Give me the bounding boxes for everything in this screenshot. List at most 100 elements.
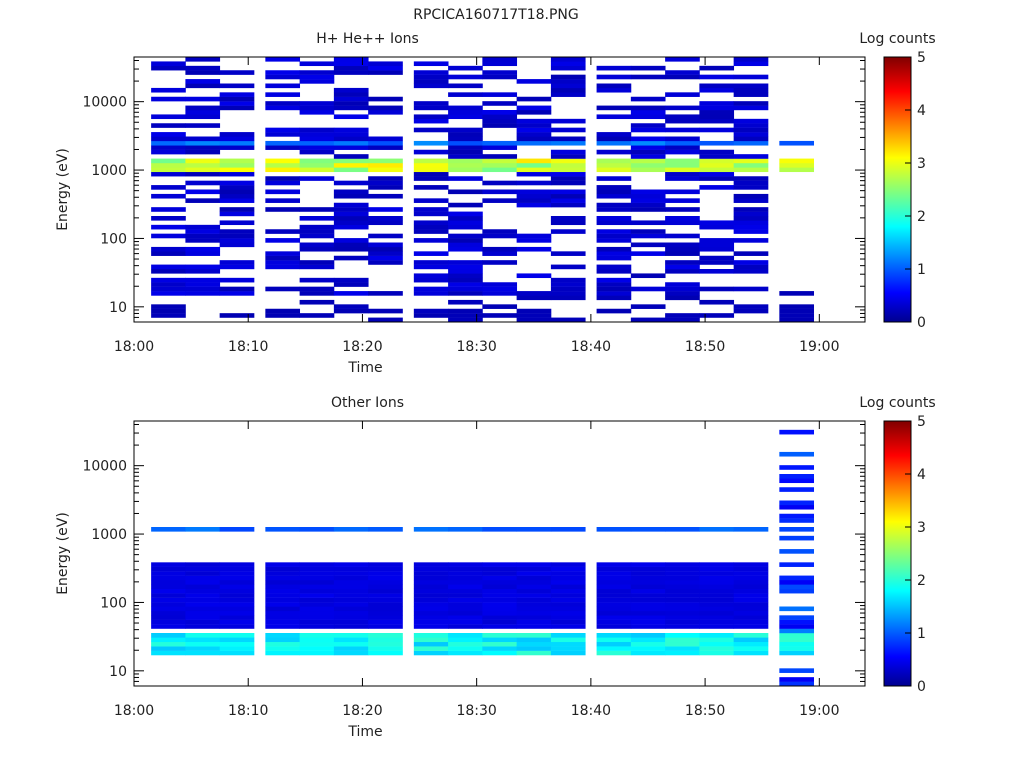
panel-title: Other Ions [331,395,404,411]
heatmap-cell [630,220,666,226]
heatmap-cell [185,238,221,243]
heatmap-cell [413,593,449,598]
panel-title: H+ He++ Ions [316,31,419,47]
heatmap-cell [151,145,186,150]
heatmap-cell [368,136,403,142]
heatmap-cell [448,633,483,638]
heatmap-cell [448,566,483,572]
heatmap-cell [413,264,449,270]
heatmap-cell [699,527,735,532]
heatmap-cell [151,304,186,309]
heatmap-cell [596,87,632,93]
y-axis-label: Energy (eV) [55,148,71,231]
heatmap-cell [779,163,815,168]
heatmap-cell [333,216,369,221]
heatmap-cell [265,207,301,212]
heatmap-cell [596,246,632,252]
heatmap-cell [413,114,449,120]
heatmap-cell [516,593,552,598]
heatmap-cell [482,633,518,638]
heatmap-cell [550,189,586,195]
heatmap-cell [630,597,666,603]
heatmap-cell [596,602,632,607]
heatmap-cell [665,580,700,585]
heatmap-cell [265,180,301,186]
heatmap-cell [665,615,700,620]
heatmap-cell [219,171,255,177]
heatmap-cell [265,145,301,150]
heatmap-cell [516,641,552,647]
heatmap-cell [448,527,483,532]
heatmap-cell [265,132,301,137]
heatmap-cell [550,171,586,177]
heatmap-cell [151,650,186,656]
heatmap-cell [265,633,301,638]
heatmap-cell [413,633,449,638]
heatmap-cell [733,207,769,212]
heatmap-cell [333,211,369,217]
heatmap-cell [665,624,700,629]
heatmap-cell [368,602,403,607]
heatmap-cell [733,167,769,173]
heatmap-cell [630,610,666,616]
heatmap-cell [630,571,666,576]
heatmap-cell [630,641,666,647]
heatmap-cell [733,136,769,142]
heatmap-cell [516,127,552,133]
heatmap-cell [368,246,403,252]
heatmap-cell [448,282,483,287]
heatmap-cell [151,527,186,532]
heatmap-cell [596,65,632,71]
heatmap-cell [733,650,769,656]
heatmap-cell [448,619,483,625]
heatmap-cell [151,646,186,651]
heatmap-cell [151,264,186,270]
heatmap-cell [333,193,369,199]
heatmap-cell [265,602,301,607]
x-tick-label: 18:30 [456,703,496,719]
heatmap-cell [779,487,815,492]
heatmap-cell [665,313,700,318]
heatmap-cell [185,229,221,234]
heatmap-cell [151,571,186,576]
heatmap-cell [299,229,335,234]
heatmap-cell [413,167,449,173]
heatmap-cell [630,65,666,71]
heatmap-cell [333,593,369,598]
heatmap-cell [482,118,518,124]
heatmap-cell [665,291,700,296]
heatmap-cell [219,132,255,137]
heatmap-cell [596,136,632,142]
heatmap-cell [299,216,335,221]
heatmap-cell [185,597,221,603]
heatmap-cell [516,273,552,279]
heatmap-cell [368,637,403,643]
heatmap-cell [733,132,769,137]
heatmap-cell [779,637,815,643]
heatmap-cell [151,588,186,594]
heatmap-cell [333,246,369,252]
heatmap-cell [219,145,255,150]
heatmap-cell [151,606,186,612]
heatmap-cell [665,246,700,252]
heatmap-cell [482,74,518,80]
heatmap-cell [733,140,769,146]
y-axis-label: Energy (eV) [55,512,71,595]
heatmap-cell [699,606,735,612]
heatmap-cell [733,220,769,226]
heatmap-cell [299,291,335,296]
heatmap-cell [265,70,301,75]
heatmap-cell [733,264,769,270]
heatmap-cell [219,229,255,234]
heatmap-cell [482,637,518,643]
colorbar: 0 1 2 3 4 5 Log counts [859,395,935,695]
heatmap-cell [699,246,735,252]
heatmap-cell [299,641,335,647]
heatmap-cell [413,260,449,265]
heatmap-cell [699,269,735,274]
heatmap-cell [333,140,369,146]
heatmap-cell [550,580,586,585]
heatmap-cell [733,606,769,612]
heatmap-cell [665,282,700,287]
heatmap-cell [448,646,483,651]
